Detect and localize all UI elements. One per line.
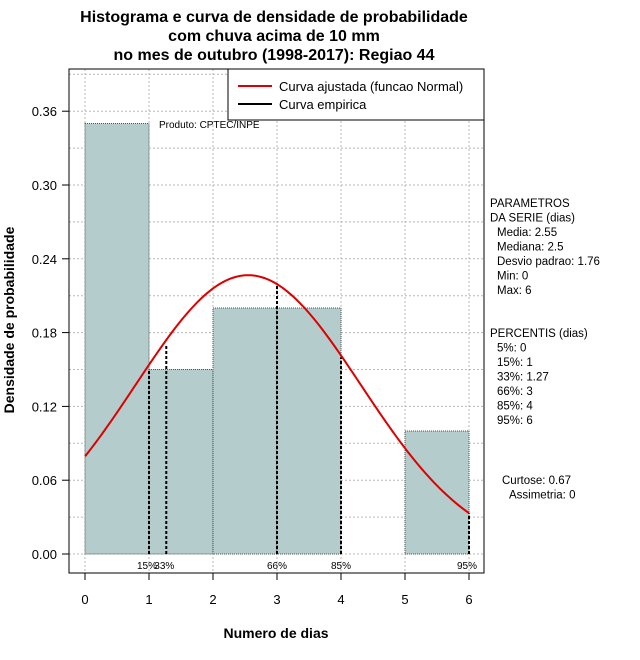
percentis-line: PERCENTIS (dias) — [490, 328, 588, 340]
x-tick-label: 2 — [209, 592, 216, 607]
title-line-3: no mes de outubro (1998-2017): Regiao 44 — [114, 47, 435, 64]
x-axis-label: Numero de dias — [223, 625, 328, 641]
parametros-line: DA SERIE (dias) — [490, 213, 575, 225]
percentile-label: 33% — [154, 561, 174, 572]
percentis-line: 66%: 3 — [497, 386, 533, 398]
x-axis: 0 1 2 3 4 5 6 — [81, 572, 473, 607]
percentile-label: 95% — [457, 561, 477, 572]
percentis-line: 95%: 6 — [497, 415, 533, 427]
percentile-labels: 15%33% 66% 85% 95% — [137, 561, 477, 572]
y-axis-label: Densidade de probabilidade — [1, 226, 17, 413]
parametros-line: Media: 2.55 — [497, 227, 557, 239]
parametros-line: Max: 6 — [497, 285, 532, 297]
normal-curve-line — [84, 274, 470, 514]
title-line-2: com chuva acima de 10 mm — [168, 28, 380, 45]
percentile-label: 85% — [331, 561, 351, 572]
parametros-line: PARAMETROS — [490, 198, 570, 210]
histogram-bar — [276, 307, 342, 555]
percentis-line: 33%: 1.27 — [497, 372, 549, 384]
histogram-bar — [84, 123, 150, 555]
credit-text: Produto: CPTEC/INPE — [159, 120, 260, 131]
y-tick-label: 0.12 — [32, 399, 57, 414]
legend-label-normal: Curva ajustada (funcao Normal) — [279, 79, 463, 94]
parametros-line: Min: 0 — [497, 271, 528, 283]
x-tick-label: 0 — [81, 592, 88, 607]
legend-label-empirical: Curva empirica — [279, 97, 367, 112]
y-tick-label: 0.18 — [32, 326, 57, 341]
percentis-line: 85%: 4 — [497, 401, 533, 413]
parametros-line: Desvio padrao: 1.76 — [497, 256, 600, 268]
x-tick-label: 4 — [337, 592, 344, 607]
y-tick-label: 0.30 — [32, 178, 57, 193]
parametros-line: Mediana: 2.5 — [497, 242, 564, 254]
x-tick-label: 5 — [401, 592, 408, 607]
title-line-1: Histograma e curva de densidade de proba… — [80, 9, 468, 26]
percentis-line: 5%: 0 — [497, 343, 526, 355]
y-tick-label: 0.24 — [32, 252, 57, 267]
y-axis: 0.00 0.06 0.12 0.18 0.24 0.30 0.36 — [32, 104, 70, 562]
chart-title: Histograma e curva de densidade de proba… — [80, 9, 468, 64]
side-panel: PARAMETROS DA SERIE (dias) Media: 2.55 Medi… — [490, 198, 600, 502]
percentis-line: 15%: 1 — [497, 357, 533, 369]
legend-box — [227, 68, 485, 121]
x-tick-label: 3 — [273, 592, 280, 607]
x-tick-label: 1 — [145, 592, 152, 607]
legend: Curva ajustada (funcao Normal) Curva emp… — [227, 68, 485, 121]
percentile-label: 66% — [267, 561, 287, 572]
normal-curve — [84, 274, 470, 514]
percentile-label: 15% — [137, 561, 157, 572]
y-tick-label: 0.00 — [32, 547, 57, 562]
x-tick-label: 6 — [465, 592, 472, 607]
percentile-lines — [148, 283, 470, 554]
forma-line: Curtose: 0.67 — [502, 475, 571, 487]
histogram-bar — [148, 369, 214, 555]
histogram-bar — [212, 307, 278, 555]
y-tick-label: 0.06 — [32, 473, 57, 488]
y-tick-label: 0.36 — [32, 104, 57, 119]
forma-line: Assimetria: 0 — [509, 490, 575, 502]
histogram-bars — [84, 123, 470, 555]
histogram-bar — [404, 430, 470, 555]
